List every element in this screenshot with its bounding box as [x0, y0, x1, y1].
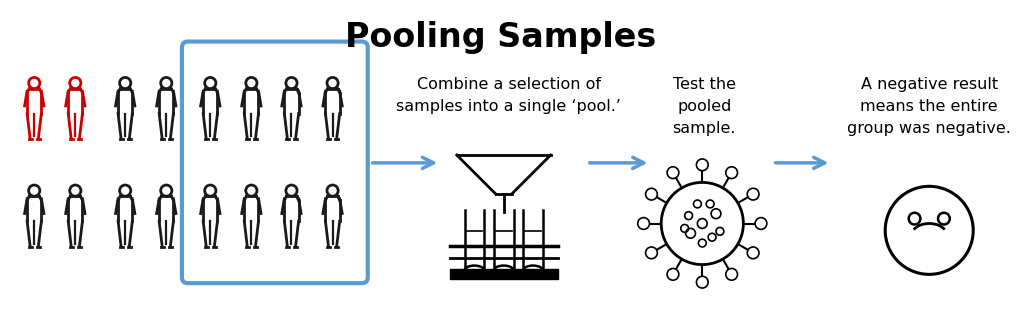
Text: Pooling Samples: Pooling Samples [345, 21, 656, 54]
Text: Combine a selection of
samples into a single ‘pool.’: Combine a selection of samples into a si… [396, 77, 622, 114]
Text: Test the
pooled
sample.: Test the pooled sample. [673, 77, 736, 136]
Bar [450, 269, 557, 279]
Text: A negative result
means the entire
group was negative.: A negative result means the entire group… [847, 77, 1011, 136]
